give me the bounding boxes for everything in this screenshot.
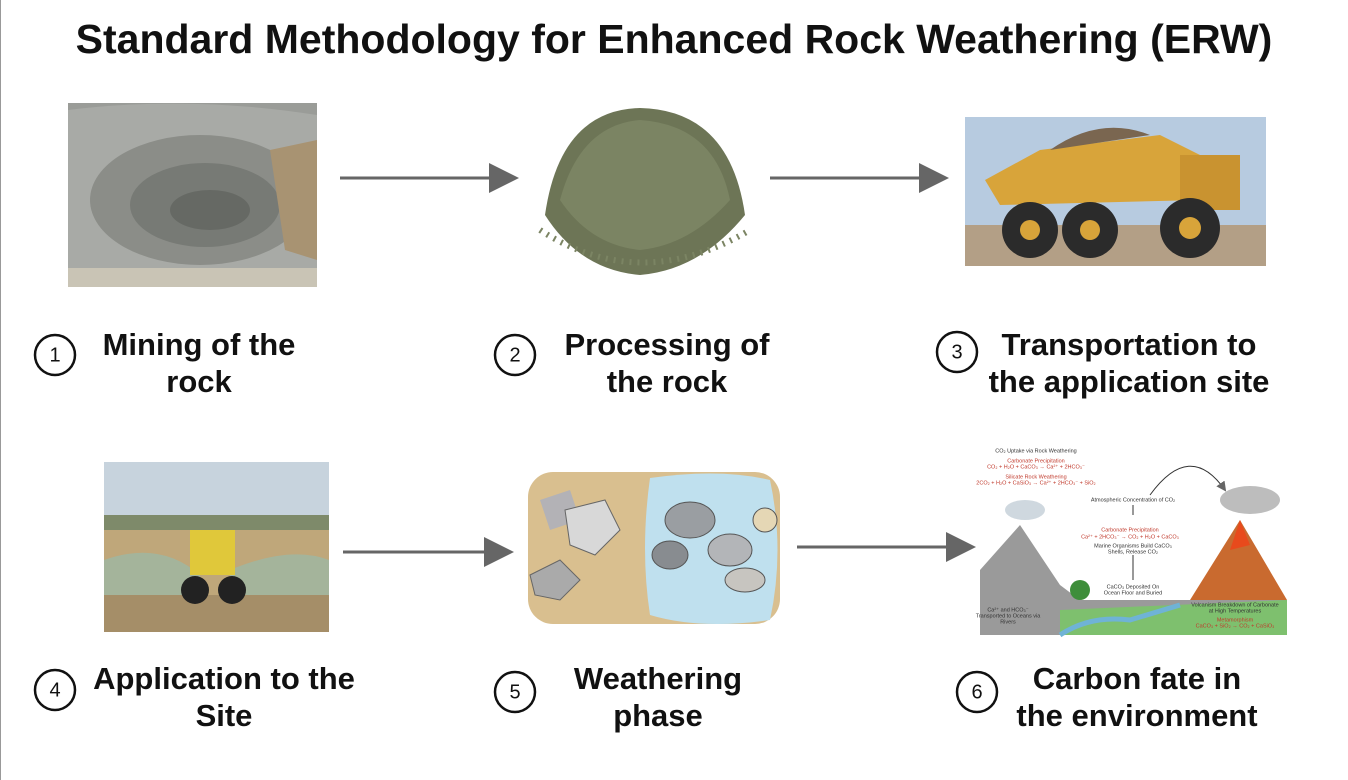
step-number: 2: [509, 344, 520, 366]
diagram-caption: CaCO₃ + SiO₂ → CO₂ + CaSiO₃: [1196, 623, 1275, 629]
step-number-circle: [493, 333, 537, 377]
step-label: Carbon fate in: [1033, 661, 1241, 696]
step-label: the environment: [1016, 698, 1257, 733]
step-number: 1: [49, 344, 60, 366]
step-label: Mining of the: [103, 327, 296, 362]
step-number-circle: [33, 668, 77, 712]
mine-image: [68, 103, 317, 287]
title: Standard Methodology for Enhanced Rock W…: [76, 16, 1273, 62]
diagram-caption: Silicate Rock Weathering: [1005, 474, 1066, 480]
diagram-caption: Carbonate Precipitation: [1101, 527, 1158, 533]
step-label: Processing of: [565, 327, 771, 362]
weathering-image: [528, 472, 780, 624]
step-number-circle: [935, 330, 979, 374]
diagram-caption: Atmospheric Concentration of CO₂: [1091, 497, 1175, 503]
diagram-caption: Rivers: [1000, 619, 1016, 625]
step-label: Transportation to: [1002, 327, 1257, 362]
diagram-caption: CO₂ Uptake via Rock Weathering: [995, 448, 1077, 454]
step-number-circle: [33, 333, 77, 377]
diagram-caption: Volcanism Breakdown of Carbonate: [1191, 602, 1278, 608]
diagram-caption: Shells, Release CO₂: [1108, 549, 1158, 555]
step-number: 4: [49, 679, 60, 701]
diagram-caption: CaCO₃ Deposited On: [1107, 584, 1160, 590]
diagram-caption: CO₂ + H₂O + CaCO₃ → Ca²⁺ + 2HCO₃⁻: [987, 463, 1085, 470]
diagram-caption: Marine Organisms Build CaCO₃: [1094, 543, 1172, 549]
step-label: rock: [166, 364, 232, 399]
diagram-caption: Metamorphism: [1217, 617, 1254, 623]
haul-truck-image: [965, 117, 1266, 266]
step-label: Application to the: [93, 661, 355, 696]
step-label: the application site: [989, 364, 1270, 399]
step-number: 3: [951, 341, 962, 363]
step-number: 5: [509, 681, 520, 703]
diagram-caption: Transported to Oceans via: [976, 613, 1042, 619]
diagram-caption: Ocean Floor and Buried: [1104, 590, 1162, 596]
diagram-caption: 2CO₂ + H₂O + CaSiO₃ → Ca²⁺ + 2HCO₃⁻ + Si…: [976, 479, 1095, 486]
step-label: Site: [196, 698, 253, 733]
step-number: 6: [971, 681, 982, 703]
diagram-caption: at High Temperatures: [1209, 608, 1262, 614]
diagram-caption: Ca²⁺ + 2HCO₃⁻ → CO₂ + H₂O + CaCO₃: [1081, 533, 1179, 540]
step-number-circle: [955, 670, 999, 714]
crushed-rock-image: [538, 108, 752, 275]
tractor-image: [104, 462, 329, 632]
step-label: phase: [613, 698, 703, 733]
diagram-caption: Ca²⁺ and HCO₃⁻: [987, 606, 1028, 613]
step-number-circle: [493, 670, 537, 714]
carbon-cycle-image: CO₂ Uptake via Rock Weathering Carbonate …: [976, 440, 1287, 638]
diagram-caption: Carbonate Precipitation: [1007, 458, 1064, 464]
step-label: Weathering: [574, 661, 742, 696]
step-label: the rock: [607, 364, 728, 399]
